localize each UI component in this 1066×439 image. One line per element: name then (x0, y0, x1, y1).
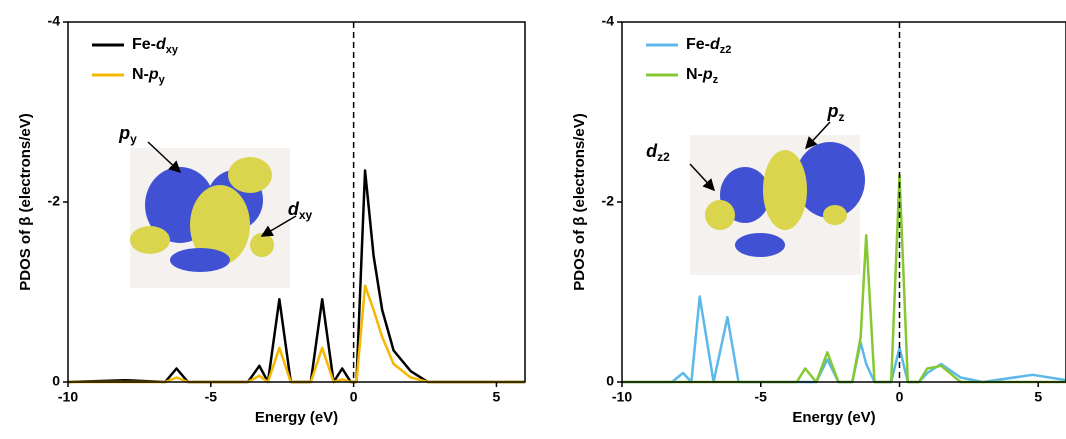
legend-label: Fe-dxy (132, 36, 179, 56)
orbital-symbol: d (646, 141, 658, 161)
x-tick-label: -10 (612, 389, 632, 405)
inset-left (130, 148, 290, 288)
legend-prefix: Fe- (132, 36, 156, 53)
legend-italic: d (156, 36, 167, 53)
orbital-sub: y (130, 132, 137, 146)
y-tick-label: -4 (602, 13, 615, 29)
legend-prefix: N- (686, 66, 703, 83)
orbital-sub: xy (299, 208, 313, 222)
orbital-label: dz2 (646, 141, 670, 164)
legend-italic: p (702, 66, 713, 83)
y-axis-label: PDOS of β (electrons/eV) (17, 113, 34, 291)
legend-label: N-pz (686, 66, 719, 86)
orbital-sub: z2 (657, 150, 670, 164)
x-tick-label: 0 (896, 389, 904, 405)
x-tick-label: 0 (350, 389, 358, 405)
y-tick-label: 0 (52, 373, 60, 389)
y-tick-label: -4 (48, 13, 61, 29)
legend-sub: z2 (720, 44, 732, 56)
x-axis-label: Energy (eV) (255, 409, 338, 426)
orbital-label: dxy (288, 199, 313, 222)
legend-italic: p (148, 66, 159, 83)
legend-sub: y (159, 74, 166, 86)
x-tick-label: -5 (205, 389, 218, 405)
x-tick-label: -5 (755, 389, 768, 405)
y-tick-label: -2 (602, 193, 615, 209)
orbital-symbol: p (827, 101, 839, 121)
x-tick-label: 5 (493, 389, 501, 405)
orbital-symbol: d (288, 199, 300, 219)
legend-prefix: Fe- (686, 36, 710, 53)
arrows (147, 121, 831, 237)
y-tick-label: -2 (48, 193, 61, 209)
series-line (622, 295, 1066, 384)
y-axis-label: PDOS of β (electrons/eV) (571, 113, 588, 291)
orbital-label: py (118, 123, 137, 146)
legend-italic: d (710, 36, 721, 53)
x-axis-label: Energy (eV) (792, 409, 875, 426)
orbital-label: pz (827, 101, 845, 124)
x-tick-label: 5 (1034, 389, 1042, 405)
series-line (67, 169, 525, 384)
orbital-sub: z (839, 110, 845, 124)
legend-prefix: N- (132, 66, 149, 83)
legend-sub: z (713, 74, 719, 86)
y-tick-label: 0 (606, 373, 614, 389)
legend-label: N-py (132, 66, 166, 86)
inset-right (690, 135, 865, 275)
series-line (68, 284, 525, 384)
legend-sub: xy (166, 44, 179, 56)
orbital-symbol: p (118, 123, 130, 143)
x-tick-label: -10 (58, 389, 78, 405)
legend-label: Fe-dz2 (686, 36, 731, 56)
